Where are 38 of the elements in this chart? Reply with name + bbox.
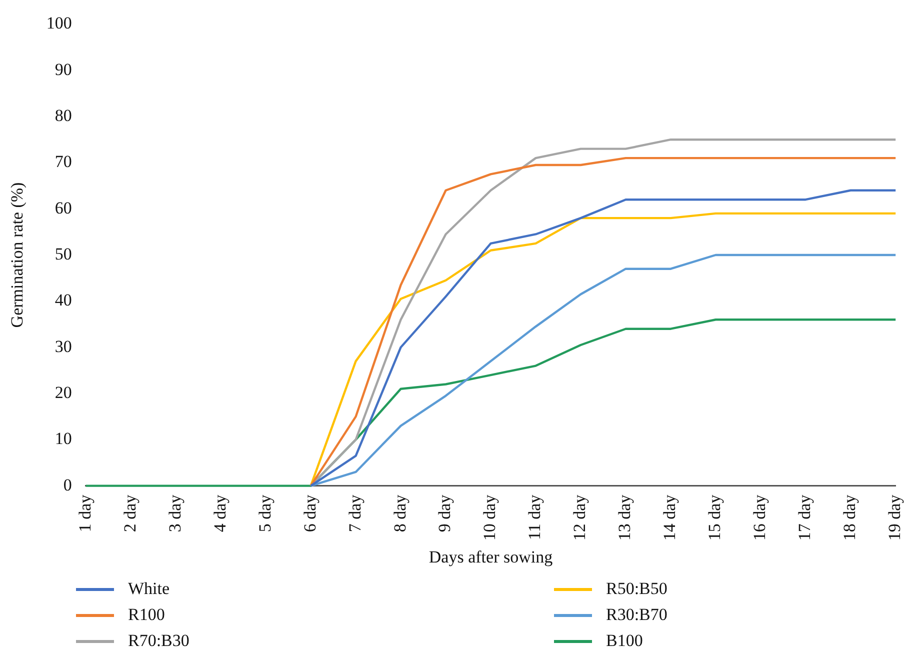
x-tick-label: 12 day xyxy=(570,494,590,541)
y-tick-label: 40 xyxy=(54,290,72,310)
y-axis-title: Germination rate (%) xyxy=(8,182,27,328)
x-tick-label: 1 day xyxy=(75,494,94,532)
legend-label: R100 xyxy=(128,605,165,625)
y-tick-label: 0 xyxy=(63,475,72,494)
x-tick-label: 3 day xyxy=(165,494,184,532)
x-tick-label: 14 day xyxy=(660,494,680,541)
y-tick-label: 80 xyxy=(54,106,72,125)
x-axis-title: Days after sowing xyxy=(428,547,554,566)
x-tick-label: 9 day xyxy=(435,494,454,532)
y-tick-label: 20 xyxy=(54,382,72,402)
x-tick-label: 4 day xyxy=(210,494,230,532)
x-tick-label: 15 day xyxy=(705,494,724,541)
y-tick-label: 10 xyxy=(54,429,72,448)
y-tick-label: 30 xyxy=(54,336,72,356)
x-tick-label: 7 day xyxy=(345,494,364,532)
y-tick-label: 60 xyxy=(54,198,72,218)
y-tick-label: 70 xyxy=(54,152,72,172)
x-tick-label: 8 day xyxy=(390,494,410,532)
legend-label: R50:B50 xyxy=(606,579,668,599)
x-tick-label: 19 day xyxy=(885,494,904,541)
y-tick-label: 90 xyxy=(54,60,72,79)
y-tick-label: 100 xyxy=(46,14,72,33)
x-tick-label: 5 day xyxy=(255,494,274,532)
x-tick-label: 16 day xyxy=(750,494,770,541)
x-tick-label: 13 day xyxy=(615,494,634,541)
legend-label: R70:B30 xyxy=(128,631,190,651)
x-tick-label: 17 day xyxy=(795,494,814,541)
x-tick-label: 11 day xyxy=(525,494,544,540)
x-tick-label: 18 day xyxy=(840,494,860,541)
legend-label: White xyxy=(128,579,170,599)
y-tick-label: 50 xyxy=(54,244,72,264)
x-tick-label: 10 day xyxy=(480,494,500,541)
x-tick-label: 6 day xyxy=(300,494,320,532)
legend-label: R30:B70 xyxy=(606,605,668,625)
legend-label: B100 xyxy=(606,631,643,651)
x-tick-label: 2 day xyxy=(120,494,140,532)
